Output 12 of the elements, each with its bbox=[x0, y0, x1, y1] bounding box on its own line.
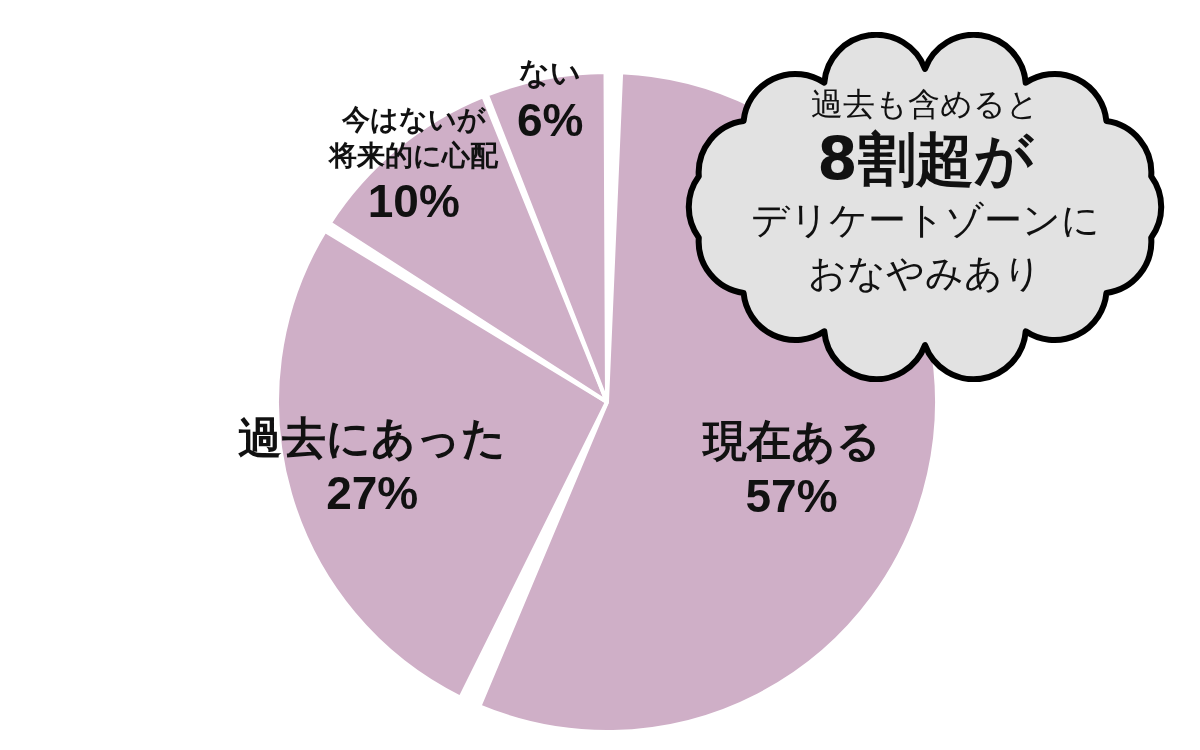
slice-label: 過去にあった bbox=[238, 413, 507, 463]
data-label: 57% bbox=[745, 469, 838, 522]
text: 8割超が bbox=[816, 125, 1035, 193]
data-label: 27% bbox=[326, 466, 419, 519]
text: おなやみあり bbox=[807, 250, 1043, 297]
text: デリケートゾーンに bbox=[750, 197, 1100, 244]
slice-label: 現在ある bbox=[700, 416, 881, 466]
data-label: 10% bbox=[367, 175, 460, 228]
slice-label: 今はないが将来的に心配 bbox=[327, 104, 500, 172]
text: 過去も含めると bbox=[810, 84, 1040, 125]
slice-label: ない bbox=[519, 56, 582, 90]
data-label: 6% bbox=[516, 93, 584, 146]
